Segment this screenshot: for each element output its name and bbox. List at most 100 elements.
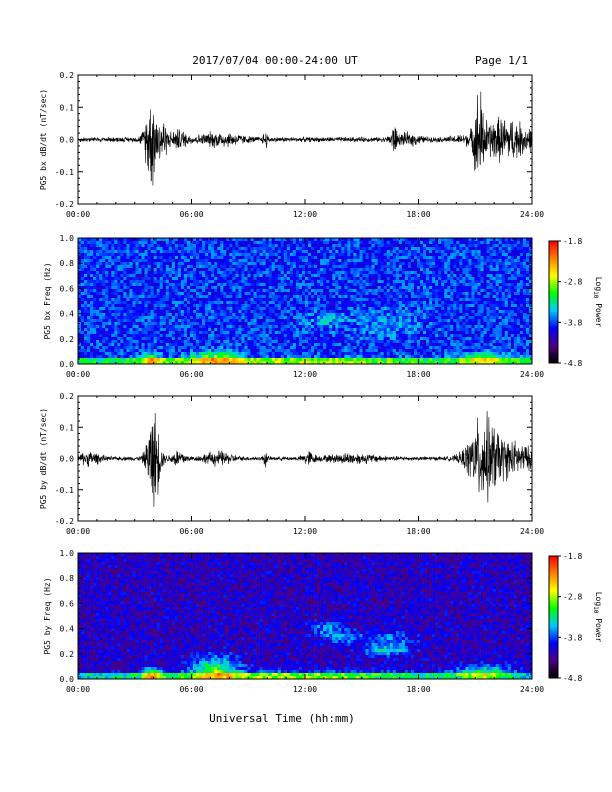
heatmap-cell bbox=[274, 265, 279, 269]
heatmap-cell bbox=[326, 313, 330, 317]
heatmap-cell bbox=[232, 316, 236, 320]
heatmap-cell bbox=[126, 280, 130, 284]
heatmap-cell bbox=[138, 247, 142, 251]
heatmap-cell bbox=[383, 319, 388, 323]
heatmap-cell bbox=[413, 289, 418, 293]
heatmap-cell bbox=[265, 289, 269, 293]
heatmap-cell bbox=[141, 313, 145, 317]
heatmap-cell bbox=[283, 241, 288, 245]
heatmap-cell bbox=[374, 262, 378, 266]
heatmap-cell bbox=[392, 319, 397, 323]
heatmap-cell bbox=[301, 238, 306, 242]
heatmap-cell bbox=[480, 304, 484, 308]
heatmap-cell bbox=[193, 250, 197, 254]
heatmap-cell bbox=[501, 292, 506, 296]
heatmap-cell bbox=[292, 283, 297, 287]
heatmap-cell bbox=[462, 244, 466, 248]
heatmap-cell bbox=[211, 268, 215, 272]
heatmap-cell bbox=[371, 313, 375, 317]
heatmap-cell bbox=[295, 244, 300, 248]
heatmap-cell bbox=[413, 268, 418, 272]
heatmap-cell bbox=[153, 265, 157, 269]
heatmap-cell bbox=[286, 298, 291, 302]
heatmap-cell bbox=[250, 238, 254, 242]
heatmap-cell bbox=[217, 334, 221, 338]
heatmap-cell bbox=[217, 322, 221, 326]
heatmap-cell bbox=[87, 298, 91, 302]
heatmap-cell bbox=[471, 253, 475, 257]
heatmap-cell bbox=[368, 286, 372, 290]
heatmap-cell bbox=[362, 256, 366, 260]
heatmap-cell bbox=[489, 247, 493, 251]
heatmap-cell bbox=[305, 247, 309, 251]
heatmap-cell bbox=[335, 334, 339, 338]
heatmap-cell bbox=[144, 271, 148, 275]
heatmap-cell bbox=[87, 262, 91, 266]
heatmap-cell bbox=[96, 316, 100, 320]
heatmap-cell bbox=[162, 334, 167, 338]
heatmap-cell bbox=[262, 307, 266, 311]
heatmap-cell bbox=[338, 292, 342, 296]
heatmap-cell bbox=[214, 262, 218, 266]
heatmap-cell bbox=[271, 292, 276, 296]
heatmap-cell bbox=[211, 301, 215, 305]
heatmap-cell bbox=[326, 244, 330, 248]
heatmap-cell bbox=[132, 319, 136, 323]
heatmap-cell bbox=[117, 238, 121, 242]
heatmap-cell bbox=[253, 271, 257, 275]
heatmap-cell bbox=[477, 280, 481, 284]
heatmap-cell bbox=[265, 328, 269, 332]
heatmap-cell bbox=[392, 241, 397, 245]
heatmap-cell bbox=[147, 265, 151, 269]
heatmap-cell bbox=[362, 298, 366, 302]
heatmap-cell bbox=[147, 238, 151, 242]
heatmap-cell bbox=[416, 262, 421, 266]
heatmap-cell bbox=[432, 247, 436, 251]
heatmap-cell bbox=[522, 241, 527, 245]
heatmap-cell bbox=[432, 256, 436, 260]
heatmap-cell bbox=[350, 274, 354, 278]
heatmap-cell bbox=[353, 280, 357, 284]
heatmap-cell bbox=[441, 292, 445, 296]
heatmap-cell bbox=[516, 250, 521, 254]
heatmap-cell bbox=[332, 331, 336, 335]
heatmap-cell bbox=[223, 277, 227, 281]
heatmap-cell bbox=[135, 289, 139, 293]
heatmap-cell bbox=[416, 325, 421, 329]
heatmap-cell bbox=[93, 325, 97, 329]
heatmap-cell bbox=[180, 253, 185, 257]
heatmap-cell bbox=[96, 253, 100, 257]
heatmap-cell bbox=[519, 289, 524, 293]
heatmap-cell bbox=[226, 301, 230, 305]
heatmap-cell bbox=[208, 238, 212, 242]
heatmap-cell bbox=[102, 286, 106, 290]
heatmap-cell bbox=[214, 313, 218, 317]
heatmap-cell bbox=[413, 244, 418, 248]
heatmap-cell bbox=[353, 313, 357, 317]
heatmap-cell bbox=[220, 262, 224, 266]
heatmap-cell bbox=[180, 310, 185, 314]
heatmap-cell bbox=[465, 289, 469, 293]
heatmap-cell bbox=[456, 277, 460, 281]
heatmap-cell bbox=[435, 313, 439, 317]
heatmap-cell bbox=[268, 316, 273, 320]
heatmap-cell bbox=[350, 328, 354, 332]
heatmap-cell bbox=[159, 247, 164, 251]
heatmap-cell bbox=[447, 241, 451, 245]
heatmap-cell bbox=[347, 271, 351, 275]
heatmap-cell bbox=[395, 289, 400, 293]
heatmap-cell bbox=[292, 286, 297, 290]
heatmap-cell bbox=[268, 289, 273, 293]
heatmap-cell bbox=[289, 319, 294, 323]
heatmap-cell bbox=[238, 280, 242, 284]
heatmap-cell bbox=[174, 322, 179, 326]
heatmap-cell bbox=[159, 265, 164, 269]
heatmap-cell bbox=[147, 304, 151, 308]
heatmap-cell bbox=[189, 304, 194, 308]
heatmap-cell bbox=[389, 277, 394, 281]
heatmap-cell bbox=[368, 304, 372, 308]
heatmap-cell bbox=[420, 322, 424, 326]
heatmap-cell bbox=[123, 298, 127, 302]
heatmap-cell bbox=[359, 253, 363, 257]
heatmap-cell bbox=[495, 262, 500, 266]
